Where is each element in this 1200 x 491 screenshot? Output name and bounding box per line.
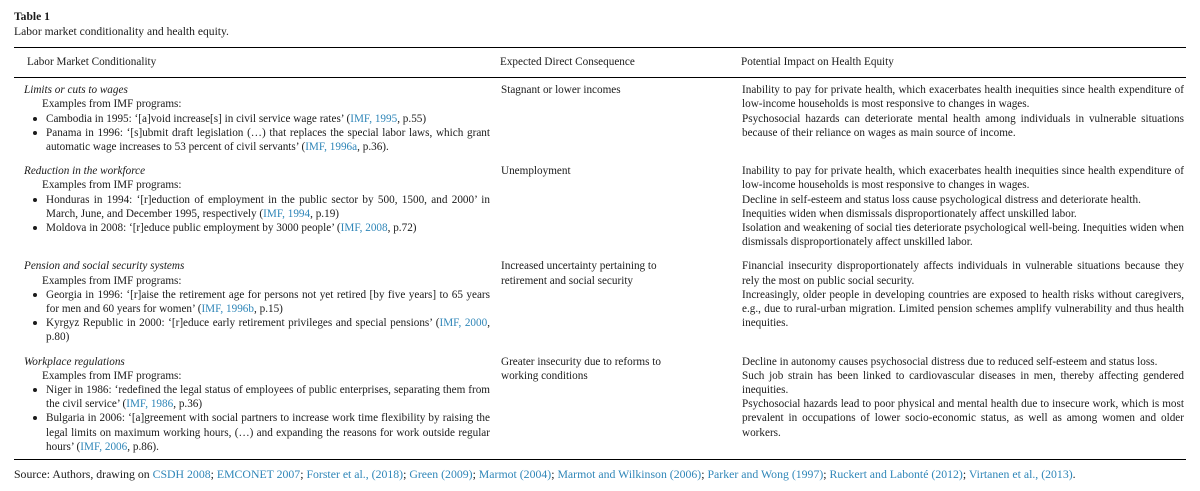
reference-link[interactable]: Virtanen et al., (2013) — [968, 467, 1073, 482]
category-heading: Limits or cuts to wages — [24, 84, 128, 97]
category-heading: Reduction in the workforce — [24, 165, 146, 178]
citation-link[interactable]: IMF, 2008 — [340, 222, 388, 235]
category-heading: Workplace regulations — [24, 355, 125, 368]
column-header-potential-impact-on-health-equity: Potential Impact on Health Equity — [741, 47, 1186, 79]
example-text: Kyrgyz Republic in 2000: ‘[r]educe early… — [46, 317, 490, 344]
table-label: Table 1 — [14, 10, 50, 23]
examples-label: Examples from IMF programs: — [42, 369, 182, 382]
table-row: Reduction in the workforce Examples from … — [14, 159, 1186, 254]
consequence-cell: Stagnant or lower incomes — [500, 78, 741, 160]
example-bullet-item: Kyrgyz Republic in 2000: ‘[r]educe early… — [24, 316, 490, 344]
example-text: Niger in 1986: ‘redefined the legal stat… — [46, 384, 490, 411]
table-row: Pension and social security systems Examp… — [14, 254, 1186, 349]
conditionality-cell: Pension and social security systems Examp… — [14, 254, 500, 349]
conditionality-cell: Limits or cuts to wages Examples from IMF… — [14, 78, 500, 160]
example-bullet-item: Cambodia in 1995: ‘[a]void increase[s] i… — [24, 112, 490, 126]
citation-link[interactable]: IMF, 2006 — [80, 440, 128, 453]
conditionality-cell: Workplace regulations Examples from IMF p… — [14, 350, 500, 460]
example-bullet-item: Niger in 1986: ‘redefined the legal stat… — [24, 383, 490, 411]
impact-paragraph: Decline in autonomy causes psychosocial … — [742, 355, 1158, 368]
impact-paragraph: Decline in self-esteem and status loss c… — [742, 193, 1141, 206]
consequence-text: Increased uncertainty pertaining to reti… — [501, 260, 657, 287]
reference-link[interactable]: Marmot and Wilkinson (2006) — [557, 467, 702, 482]
citation-link[interactable]: IMF, 1995 — [350, 112, 398, 125]
example-bullet-item: Bulgaria in 2006: ‘[a]greement with soci… — [24, 411, 490, 454]
consequence-text: Greater insecurity due to reforms to wor… — [501, 355, 661, 382]
bullet-icon — [33, 197, 37, 202]
impact-cell: Decline in autonomy causes psychosocial … — [741, 350, 1186, 460]
impact-paragraph: Financial insecurity disproportionately … — [742, 260, 1184, 287]
reference-link[interactable]: CSDH 2008 — [152, 467, 211, 482]
reference-link[interactable]: Ruckert and Labonté (2012) — [829, 467, 963, 482]
citation-link[interactable]: IMF, 1986 — [126, 398, 174, 411]
table-row: Limits or cuts to wages Examples from IMF… — [14, 78, 1186, 160]
bullet-icon — [33, 130, 37, 135]
impact-paragraph: Inability to pay for private health, whi… — [742, 84, 1184, 111]
impact-paragraph: Isolation and weakening of social ties d… — [742, 222, 1184, 249]
example-text: Cambodia in 1995: ‘[a]void increase[s] i… — [46, 112, 427, 125]
category-heading: Pension and social security systems — [24, 260, 185, 273]
examples-label: Examples from IMF programs: — [42, 179, 182, 192]
table-row: Workplace regulations Examples from IMF p… — [14, 350, 1186, 460]
consequence-cell: Increased uncertainty pertaining to reti… — [500, 254, 741, 349]
example-bullet-item: Panama in 1996: ‘[s]ubmit draft legislat… — [24, 126, 490, 154]
bullet-icon — [33, 321, 37, 326]
header-row: Labor Market Conditionality Expected Dir… — [14, 47, 1186, 79]
impact-paragraph: Psychosocial hazards can deteriorate men… — [742, 112, 1184, 139]
example-text: Georgia in 1996: ‘[r]aise the retirement… — [46, 288, 490, 316]
citation-link[interactable]: IMF, 1996b — [201, 303, 254, 316]
reference-link[interactable]: Green (2009) — [409, 467, 473, 482]
example-bullet-item: Honduras in 1994: ‘[r]eduction of employ… — [24, 193, 490, 221]
example-text: Moldova in 2008: ‘[r]educe public employ… — [46, 222, 417, 235]
impact-paragraph: Psychosocial hazards lead to poor physic… — [742, 398, 1184, 439]
consequence-cell: Greater insecurity due to reforms to wor… — [500, 350, 741, 460]
bullet-icon — [33, 116, 37, 121]
example-text: Honduras in 1994: ‘[r]eduction of employ… — [46, 193, 490, 220]
impact-paragraph: Increasingly, older people in developing… — [742, 288, 1184, 330]
impact-cell: Inability to pay for private health, whi… — [741, 159, 1186, 254]
examples-label: Examples from IMF programs: — [42, 98, 182, 111]
impact-paragraph: Inequities widen when dismissals disprop… — [742, 207, 1077, 220]
impact-paragraph: Such job strain has been linked to cardi… — [742, 369, 1184, 397]
example-bullet-item: Georgia in 1996: ‘[r]aise the retirement… — [24, 288, 490, 316]
bullet-icon — [33, 416, 37, 421]
citation-link[interactable]: IMF, 1994 — [263, 207, 311, 220]
consequence-text: Unemployment — [501, 165, 571, 178]
consequence-cell: Unemployment — [500, 159, 741, 254]
impact-paragraph: Inability to pay for private health, whi… — [742, 165, 1184, 192]
reference-link[interactable]: Forster et al., (2018) — [306, 467, 404, 482]
source-note: Source: Authors, drawing on CSDH 2008; E… — [14, 467, 1076, 482]
column-header-labor-market-conditionality: Labor Market Conditionality — [14, 47, 500, 79]
impact-cell: Inability to pay for private health, whi… — [741, 78, 1186, 160]
example-text: Panama in 1996: ‘[s]ubmit draft legislat… — [46, 126, 490, 154]
example-bullet-item: Moldova in 2008: ‘[r]educe public employ… — [24, 221, 490, 235]
impact-cell: Financial insecurity disproportionately … — [741, 254, 1186, 349]
bullet-icon — [33, 388, 37, 393]
consequence-text: Stagnant or lower incomes — [501, 84, 621, 97]
examples-label: Examples from IMF programs: — [42, 274, 182, 287]
bullet-icon — [33, 292, 37, 297]
reference-link[interactable]: Marmot (2004) — [478, 467, 552, 482]
citation-link[interactable]: IMF, 1996a — [305, 141, 358, 154]
column-header-expected-direct-consequence: Expected Direct Consequence — [500, 47, 741, 79]
data-table: Labor Market Conditionality Expected Dir… — [14, 47, 1186, 461]
reference-link[interactable]: EMCONET 2007 — [216, 467, 301, 482]
table-caption: Labor market conditionality and health e… — [14, 25, 229, 38]
bullet-icon — [33, 226, 37, 231]
citation-link[interactable]: IMF, 2000 — [439, 317, 488, 330]
conditionality-cell: Reduction in the workforce Examples from … — [14, 159, 500, 254]
example-text: Bulgaria in 2006: ‘[a]greement with soci… — [46, 412, 490, 453]
reference-link[interactable]: Parker and Wong (1997) — [707, 467, 824, 482]
